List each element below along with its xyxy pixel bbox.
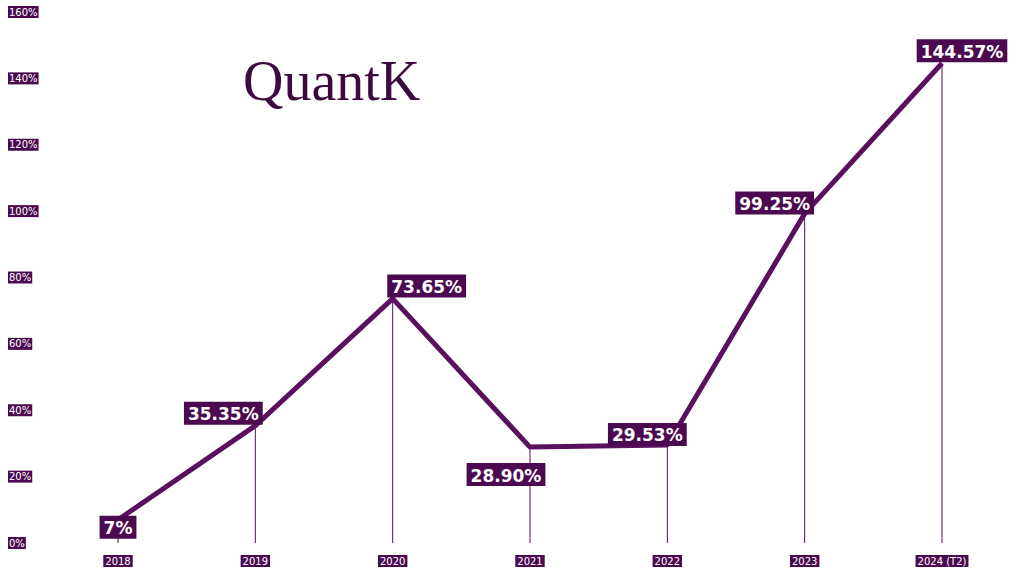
svg-text:2021: 2021 xyxy=(517,556,542,567)
svg-text:7%: 7% xyxy=(104,518,133,538)
svg-text:99.25%: 99.25% xyxy=(739,194,810,214)
svg-text:2023: 2023 xyxy=(792,556,817,567)
svg-text:140%: 140% xyxy=(9,73,38,84)
svg-text:2019: 2019 xyxy=(243,556,268,567)
svg-text:80%: 80% xyxy=(9,272,31,283)
svg-text:20%: 20% xyxy=(9,471,31,482)
svg-text:73.65%: 73.65% xyxy=(391,277,462,297)
svg-text:160%: 160% xyxy=(9,7,38,18)
svg-text:28.90%: 28.90% xyxy=(471,466,542,486)
svg-text:60%: 60% xyxy=(9,338,31,349)
svg-text:29.53%: 29.53% xyxy=(612,425,683,445)
svg-text:40%: 40% xyxy=(9,405,31,416)
svg-text:120%: 120% xyxy=(9,139,38,150)
svg-text:35.35%: 35.35% xyxy=(188,404,259,424)
svg-text:0%: 0% xyxy=(9,538,25,549)
svg-text:2022: 2022 xyxy=(655,556,680,567)
svg-text:2018: 2018 xyxy=(105,556,130,567)
svg-text:144.57%: 144.57% xyxy=(921,42,1004,62)
svg-text:QuantK: QuantK xyxy=(243,50,420,112)
svg-text:2020: 2020 xyxy=(380,556,405,567)
svg-text:100%: 100% xyxy=(9,206,38,217)
svg-text:2024 (T2): 2024 (T2) xyxy=(918,556,967,567)
